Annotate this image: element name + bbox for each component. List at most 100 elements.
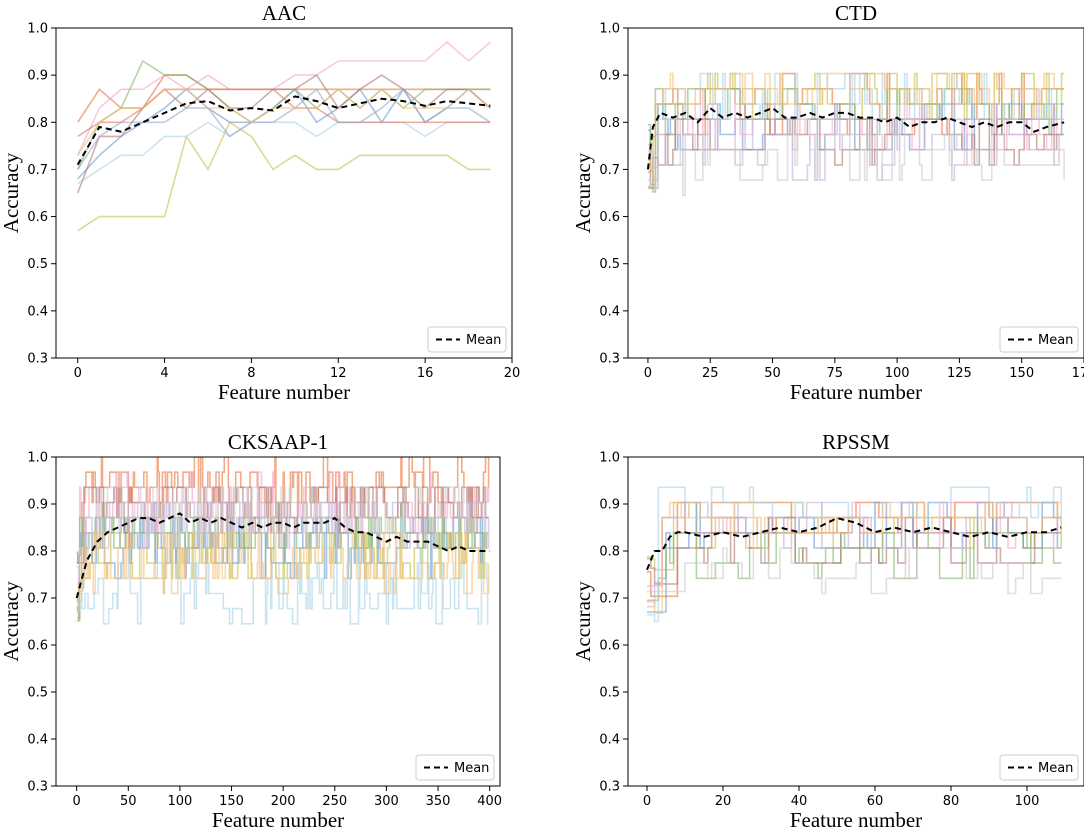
series-line-fold-10 bbox=[77, 88, 491, 156]
y-tick-label: 0.5 bbox=[599, 686, 620, 701]
series-line-fold-5 bbox=[647, 532, 1062, 602]
plot-frame bbox=[627, 456, 1084, 787]
mean-line bbox=[646, 106, 1065, 170]
series-line-fold-10 bbox=[76, 532, 490, 600]
y-tick-label: 1.0 bbox=[599, 22, 620, 37]
x-tick-label: 100 bbox=[885, 366, 910, 381]
series-line-fold-9 bbox=[76, 486, 489, 614]
series-line-fold-1 bbox=[647, 501, 1062, 598]
legend-label: Mean bbox=[466, 333, 501, 348]
y-tick-label: 0.9 bbox=[599, 498, 620, 513]
subplot-cksaap-1: 0 50 100 150 200 250 300 350 400 0.3 0.4 0.5 0.6 0.7 0… bbox=[0, 430, 502, 832]
x-tick-label: 40 bbox=[791, 794, 808, 809]
legend: Mean bbox=[999, 326, 1079, 353]
subplot-aac: 0 4 8 12 16 20 0.3 0.4 0.5 0.6 0.7 0.8 0.9 1.0 AAC Feat… bbox=[0, 1, 520, 404]
legend: Mean bbox=[999, 754, 1079, 781]
y-axis-label: Accuracy bbox=[0, 152, 23, 233]
x-axis-label: Feature number bbox=[790, 380, 922, 404]
plot-frame bbox=[627, 27, 1084, 359]
y-tick-label: 0.5 bbox=[599, 257, 620, 272]
series-line-fold-5 bbox=[76, 501, 489, 621]
x-tick-label: 20 bbox=[715, 794, 732, 809]
y-tick-label: 0.4 bbox=[27, 733, 48, 748]
mean-line bbox=[76, 95, 491, 166]
series-line-fold-9 bbox=[77, 88, 491, 170]
x-tick-label: 250 bbox=[322, 794, 347, 809]
legend-box bbox=[415, 754, 495, 781]
y-tick-label: 0.3 bbox=[599, 780, 620, 795]
subplot-rpssm: 0 20 40 60 80 100 0.3 0.4 0.5 0.6 0.7 0.8 0.9 1.0 RPSS… bbox=[571, 430, 1084, 832]
series-line-fold-10 bbox=[647, 72, 1065, 188]
y-tick-label: 0.5 bbox=[27, 686, 48, 701]
y-tick-label: 0.6 bbox=[599, 210, 620, 225]
plot-frame bbox=[55, 27, 513, 359]
y-axis-label: Accuracy bbox=[571, 581, 595, 662]
plot-area bbox=[75, 457, 490, 625]
y-tick-label: 0.7 bbox=[599, 592, 620, 607]
x-tick-label: 16 bbox=[417, 366, 434, 381]
y-tick-label: 0.3 bbox=[27, 780, 48, 795]
legend-box bbox=[999, 754, 1079, 781]
x-tick-label: 125 bbox=[947, 366, 972, 381]
y-tick-label: 0.4 bbox=[599, 733, 620, 748]
x-tick-label: 0 bbox=[74, 366, 82, 381]
subplot-ctd: 0 25 50 75 100 125 150 175 0.3 0.4 0.5 0.6 0.7 0.8 0.9… bbox=[571, 1, 1084, 404]
legend-box bbox=[427, 326, 507, 353]
series-line-fold-6 bbox=[77, 121, 491, 185]
chart-title: RPSSM bbox=[822, 430, 890, 454]
y-tick-label: 0.7 bbox=[27, 592, 48, 607]
x-tick-label: 200 bbox=[271, 794, 296, 809]
y-tick-label: 1.0 bbox=[27, 451, 48, 466]
x-tick-label: 4 bbox=[160, 366, 168, 381]
y-tick-label: 0.8 bbox=[599, 545, 620, 560]
y-tick-label: 0.4 bbox=[599, 304, 620, 319]
x-tick-label: 350 bbox=[426, 794, 451, 809]
x-tick-label: 12 bbox=[330, 366, 347, 381]
y-tick-label: 0.4 bbox=[27, 304, 48, 319]
y-tick-label: 0.5 bbox=[27, 257, 48, 272]
y-tick-label: 1.0 bbox=[27, 22, 48, 37]
legend-box bbox=[999, 326, 1079, 353]
x-tick-label: 25 bbox=[702, 366, 719, 381]
series-line-fold-7 bbox=[647, 516, 1062, 585]
x-tick-label: 0 bbox=[73, 794, 81, 809]
y-tick-label: 0.6 bbox=[27, 210, 48, 225]
x-tick-label: 75 bbox=[827, 366, 844, 381]
series-line-fold-6 bbox=[647, 486, 1062, 623]
x-tick-label: 175 bbox=[1072, 366, 1084, 381]
y-tick-label: 0.6 bbox=[599, 639, 620, 654]
x-tick-label: 20 bbox=[504, 366, 521, 381]
chart-title: CKSAAP-1 bbox=[228, 430, 328, 454]
mean-line bbox=[646, 517, 1062, 571]
x-axis-label: Feature number bbox=[218, 380, 350, 404]
y-tick-label: 0.9 bbox=[599, 69, 620, 84]
x-tick-label: 80 bbox=[943, 794, 960, 809]
chart-title: CTD bbox=[835, 1, 877, 25]
y-tick-label: 0.8 bbox=[27, 116, 48, 131]
y-tick-label: 0.7 bbox=[27, 163, 48, 178]
x-axis-label: Feature number bbox=[790, 808, 922, 832]
x-tick-label: 50 bbox=[120, 794, 137, 809]
x-tick-label: 50 bbox=[764, 366, 781, 381]
y-tick-label: 1.0 bbox=[599, 451, 620, 466]
series-line-fold-4 bbox=[647, 501, 1062, 587]
y-axis-label: Accuracy bbox=[0, 581, 23, 662]
y-tick-label: 0.7 bbox=[599, 163, 620, 178]
y-tick-label: 0.3 bbox=[599, 352, 620, 367]
plot-area bbox=[646, 72, 1065, 197]
x-tick-label: 100 bbox=[167, 794, 192, 809]
series-line-fold-9 bbox=[647, 547, 1062, 595]
chart-title: AAC bbox=[262, 1, 306, 25]
x-axis-label: Feature number bbox=[212, 808, 344, 832]
x-tick-label: 0 bbox=[643, 794, 651, 809]
legend-label: Mean bbox=[454, 761, 489, 776]
y-tick-label: 0.9 bbox=[27, 69, 48, 84]
y-tick-label: 0.8 bbox=[599, 116, 620, 131]
series-line-fold-10 bbox=[647, 501, 1062, 614]
x-tick-label: 150 bbox=[219, 794, 244, 809]
series-line-fold-3 bbox=[647, 501, 1062, 613]
y-axis-label: Accuracy bbox=[571, 152, 595, 233]
y-tick-label: 0.8 bbox=[27, 545, 48, 560]
mean-line bbox=[75, 512, 490, 599]
